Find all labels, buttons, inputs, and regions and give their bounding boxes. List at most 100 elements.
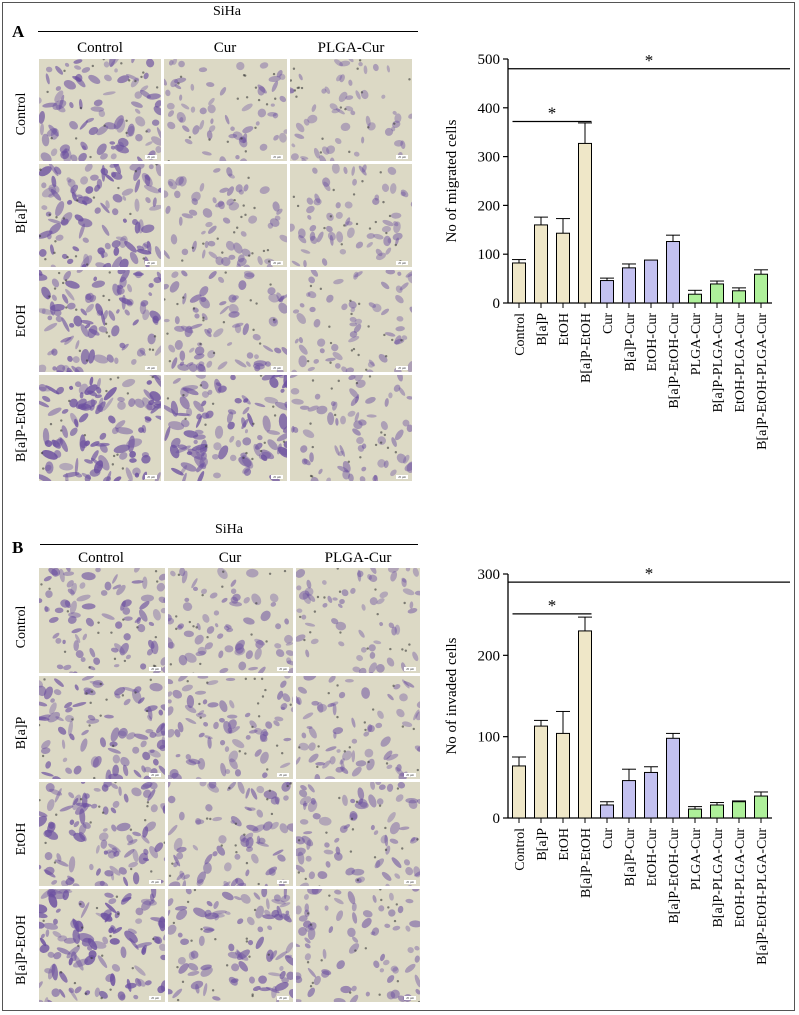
bar-b-a-p-etoh-cur	[666, 737, 680, 819]
panel-a-group-title: SiHa	[213, 4, 241, 19]
svg-text:20 µm: 20 µm	[147, 366, 155, 370]
y-axis-label: No of invaded cells	[444, 637, 460, 754]
significance-star: *	[645, 564, 654, 583]
x-tick-label: B[a]P-EtOH	[579, 313, 594, 383]
panel-b-group-title: SiHa	[215, 522, 243, 537]
bar-b-a-p-cur	[622, 267, 636, 304]
x-tick-label: EtOH-PLGA-Cur	[733, 313, 748, 413]
svg-text:20 µm: 20 µm	[147, 261, 155, 265]
panel-b-row-bap: B[a]P	[14, 716, 29, 750]
bar-etoh	[556, 232, 570, 304]
x-tick-label: Control	[513, 313, 528, 356]
svg-text:20 µm: 20 µm	[279, 773, 287, 777]
x-tick-label: B[a]P-EtOH-Cur	[667, 828, 682, 924]
significance-star: *	[548, 596, 557, 615]
micrograph-etoh-cur: 20 µm	[163, 269, 288, 373]
micrograph-etoh-cur: 20 µm	[167, 781, 294, 887]
y-tick-label: 200	[478, 198, 501, 214]
micrograph-b-a-p-etoh-plga-cur: 20 µm	[289, 374, 413, 482]
micrograph-control-plga-cur: 20 µm	[295, 567, 421, 674]
bar-b-a-p-etoh-plga-cur	[754, 795, 768, 819]
x-tick-label: B[a]P-EtOH-PLGA-Cur	[755, 313, 770, 450]
y-tick-label: 0	[493, 296, 501, 312]
bar-cur	[600, 804, 614, 819]
x-tick-label: B[a]P-PLGA-Cur	[711, 828, 726, 928]
bar-etoh-plga-cur	[732, 801, 746, 819]
svg-text:20 µm: 20 µm	[151, 667, 159, 671]
micrograph-control-cur: 20 µm	[163, 58, 288, 162]
micrograph-b-a-p-control: 20 µm	[38, 163, 162, 268]
svg-text:20 µm: 20 µm	[406, 773, 414, 777]
panel-b-col-plga-cur: PLGA-Cur	[324, 550, 392, 566]
svg-text:20 µm: 20 µm	[273, 475, 281, 479]
svg-text:20 µm: 20 µm	[147, 475, 155, 479]
micrograph-etoh-plga-cur: 20 µm	[295, 781, 421, 887]
bar-b-a-p	[534, 725, 548, 819]
bar-etoh-cur	[644, 771, 658, 819]
y-tick-label: 200	[478, 648, 501, 664]
x-tick-label: Control	[513, 828, 528, 871]
micrograph-control-cur: 20 µm	[167, 567, 294, 674]
svg-text:20 µm: 20 µm	[398, 155, 406, 159]
panel-b-letter: B	[12, 538, 24, 557]
svg-text:20 µm: 20 µm	[273, 261, 281, 265]
x-tick-label: B[a]P-Cur	[623, 313, 638, 372]
bar-b-a-p	[534, 224, 548, 304]
micrograph-etoh-control: 20 µm	[38, 269, 162, 373]
micrograph-b-a-p-control: 20 µm	[38, 675, 166, 780]
svg-text:20 µm: 20 µm	[151, 773, 159, 777]
y-tick-label: 300	[478, 150, 501, 166]
micrograph-b-a-p-etoh-cur: 20 µm	[163, 374, 288, 482]
bar-control	[512, 765, 526, 819]
svg-text:20 µm: 20 µm	[151, 996, 159, 1000]
x-tick-label: B[a]P	[535, 828, 550, 861]
significance-star: *	[548, 103, 557, 122]
panel-a-letter: A	[12, 22, 25, 41]
svg-text:20 µm: 20 µm	[406, 996, 414, 1000]
svg-text:20 µm: 20 µm	[279, 880, 287, 884]
micrograph-b-a-p-etoh-control: 20 µm	[38, 374, 162, 482]
micrograph-b-a-p-cur: 20 µm	[163, 163, 288, 268]
panel-a-col-plga-cur: PLGA-Cur	[317, 40, 385, 56]
x-tick-label: EtOH	[557, 313, 572, 346]
micrograph-b-a-p-cur: 20 µm	[167, 675, 294, 780]
x-tick-label: B[a]P-EtOH-Cur	[667, 313, 682, 409]
x-tick-label: B[a]P-Cur	[623, 828, 638, 887]
x-tick-label: B[a]P-PLGA-Cur	[711, 313, 726, 413]
bar-b-a-p-plga-cur	[710, 283, 724, 304]
x-tick-label: PLGA-Cur	[689, 828, 704, 891]
micrograph-etoh-plga-cur: 20 µm	[289, 269, 413, 373]
bar-b-a-p-etoh-cur	[666, 241, 680, 304]
x-tick-label: EtOH-Cur	[645, 828, 660, 887]
panel-b-bar-chart: 0 100 200 300 No of invaded cells Control B[a]…	[444, 564, 790, 965]
panel-a-col-cur: Cur	[213, 40, 237, 56]
panel-a-row-bap-etoh: B[a]P-EtOH	[14, 392, 29, 462]
micrograph-b-a-p-etoh-cur: 20 µm	[167, 888, 294, 1003]
x-tick-label: B[a]P	[535, 313, 550, 346]
bar-cur	[600, 280, 614, 304]
y-tick-label: 100	[478, 730, 501, 746]
micrograph-b-a-p-etoh-plga-cur: 20 µm	[295, 888, 421, 1003]
micrograph-etoh-control: 20 µm	[38, 781, 166, 887]
bar-control	[512, 262, 526, 304]
y-tick-label: 300	[478, 567, 501, 583]
y-tick-label: 0	[493, 811, 501, 827]
svg-text:20 µm: 20 µm	[398, 261, 406, 265]
bar-plga-cur	[688, 293, 702, 304]
x-tick-label: B[a]P-EtOH	[579, 828, 594, 898]
panel-a-row-bap: B[a]P	[14, 200, 29, 234]
svg-text:20 µm: 20 µm	[273, 155, 281, 159]
svg-text:20 µm: 20 µm	[406, 880, 414, 884]
svg-text:20 µm: 20 µm	[147, 155, 155, 159]
x-tick-label: Cur	[601, 313, 616, 334]
panel-b-col-cur: Cur	[218, 550, 242, 566]
bar-etoh-cur	[644, 259, 658, 304]
bar-b-a-p-plga-cur	[710, 804, 724, 819]
x-tick-label: EtOH-Cur	[645, 313, 660, 372]
micrograph-b-a-p-plga-cur: 20 µm	[295, 675, 421, 780]
svg-text:20 µm: 20 µm	[279, 667, 287, 671]
panel-b-row-etoh: EtOH	[14, 822, 29, 856]
y-tick-label: 100	[478, 247, 501, 263]
y-axis-label: No of migrated cells	[444, 119, 460, 242]
